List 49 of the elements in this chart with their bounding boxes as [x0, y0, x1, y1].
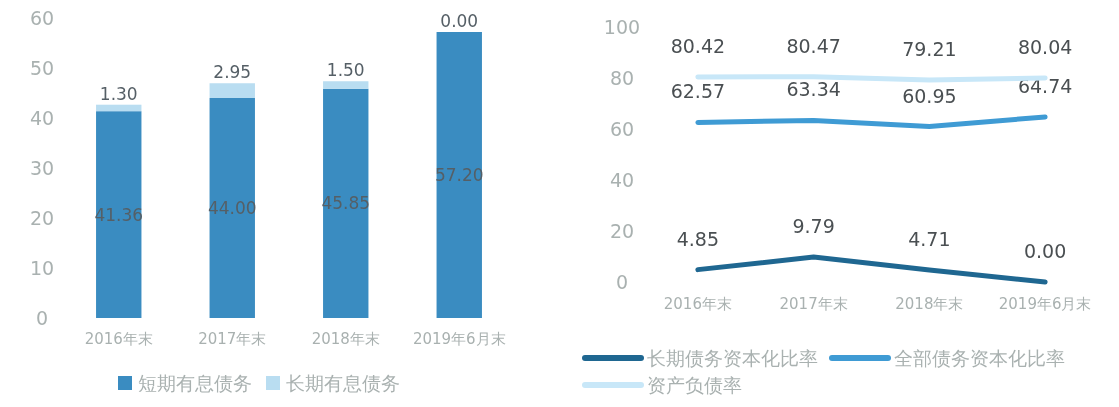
- y-tick-label: 100: [603, 16, 641, 38]
- x-tick-label: 2017年末: [779, 295, 848, 313]
- x-tick-label: 2016年末: [84, 330, 153, 348]
- y-tick-label: 0: [615, 271, 629, 293]
- data-label: 0.00: [440, 11, 479, 31]
- y-tick-label: 40: [609, 169, 635, 191]
- y-tick-label: 20: [609, 220, 635, 242]
- bar: [209, 83, 255, 98]
- data-label: 2.95: [213, 62, 252, 83]
- bar: [96, 111, 142, 318]
- data-label: 80.47: [786, 34, 841, 57]
- data-label: 1.50: [326, 60, 365, 81]
- data-label: 4.85: [676, 227, 720, 250]
- y-tick-label: 10: [29, 257, 55, 279]
- data-label: 64.74: [1017, 74, 1073, 97]
- data-label: 60.95: [902, 84, 957, 107]
- x-tick-label: 2019年6月末: [412, 330, 506, 348]
- legend-label: 长期有息债务: [286, 372, 400, 394]
- y-tick-label: 30: [29, 157, 55, 179]
- data-label: 62.57: [670, 80, 726, 103]
- legend-label: 资产负债率: [647, 374, 742, 396]
- data-label: 79.21: [902, 38, 957, 61]
- legend-label: 短期有息债务: [138, 372, 252, 394]
- data-label: 0.00: [1023, 240, 1067, 262]
- x-tick-label: 2017年末: [198, 330, 267, 348]
- y-tick-label: 50: [29, 57, 55, 79]
- data-label: 1.30: [99, 83, 138, 104]
- data-label: 80.42: [670, 34, 726, 57]
- bar: [436, 32, 482, 318]
- y-tick-label: 0: [35, 307, 49, 329]
- data-label: 80.04: [1017, 35, 1073, 58]
- bar: [209, 98, 255, 318]
- x-tick-label: 2018年末: [311, 330, 380, 348]
- bar: [323, 88, 369, 318]
- y-tick-label: 80: [609, 67, 635, 89]
- y-tick-label: 40: [29, 107, 55, 129]
- y-tick-label: 60: [29, 7, 55, 29]
- bar: [96, 104, 142, 112]
- bar: [323, 81, 369, 89]
- x-tick-label: 2016年末: [663, 295, 732, 313]
- legend-label: 全部债务资本化比率: [894, 347, 1065, 369]
- data-label: 9.79: [792, 215, 835, 238]
- data-label: 4.71: [908, 227, 951, 250]
- legend-label: 长期债务资本化比率: [647, 347, 818, 369]
- data-label: 63.34: [786, 78, 841, 101]
- x-tick-label: 2019年6月末: [998, 295, 1092, 313]
- y-tick-label: 20: [29, 207, 55, 229]
- x-tick-label: 2018年末: [895, 295, 964, 313]
- y-tick-label: 60: [609, 118, 635, 140]
